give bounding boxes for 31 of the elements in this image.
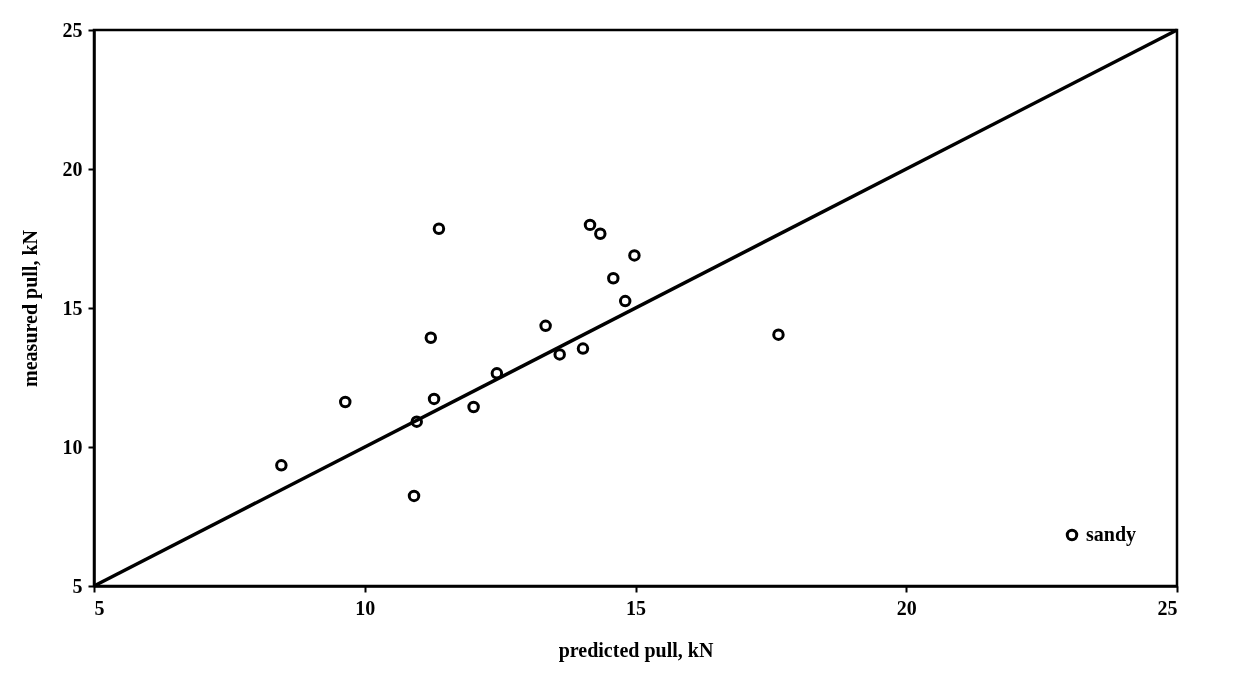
y-axis-title: measured pull, kN <box>18 229 42 387</box>
point <box>576 342 590 355</box>
point <box>490 367 504 380</box>
point <box>467 400 480 414</box>
point <box>410 415 423 428</box>
point <box>275 459 288 472</box>
point <box>339 395 352 409</box>
x-tick-label: 20 <box>896 596 917 619</box>
point <box>594 227 607 241</box>
point <box>539 319 552 333</box>
x-axis-title: predicted pull, kN <box>558 638 714 662</box>
y-tick-label: 15 <box>62 296 83 319</box>
point <box>618 294 632 308</box>
x-tick-label: 10 <box>355 596 376 619</box>
legend-label: sandy <box>1086 523 1137 546</box>
y-tick-label: 5 <box>72 574 83 597</box>
x-tick-label: 25 <box>1157 596 1178 619</box>
point <box>607 272 620 285</box>
x-tick-label: 15 <box>626 596 646 619</box>
point <box>772 328 785 341</box>
point <box>427 392 441 406</box>
y-tick-label: 25 <box>62 18 83 41</box>
point <box>407 489 421 503</box>
point <box>628 249 641 262</box>
y-tick-label: 10 <box>62 435 83 458</box>
x-tick-label: 5 <box>94 596 105 619</box>
point <box>432 222 446 235</box>
point <box>553 348 566 361</box>
point <box>583 218 597 232</box>
point <box>424 331 438 344</box>
y-tick-label: 20 <box>62 157 83 180</box>
